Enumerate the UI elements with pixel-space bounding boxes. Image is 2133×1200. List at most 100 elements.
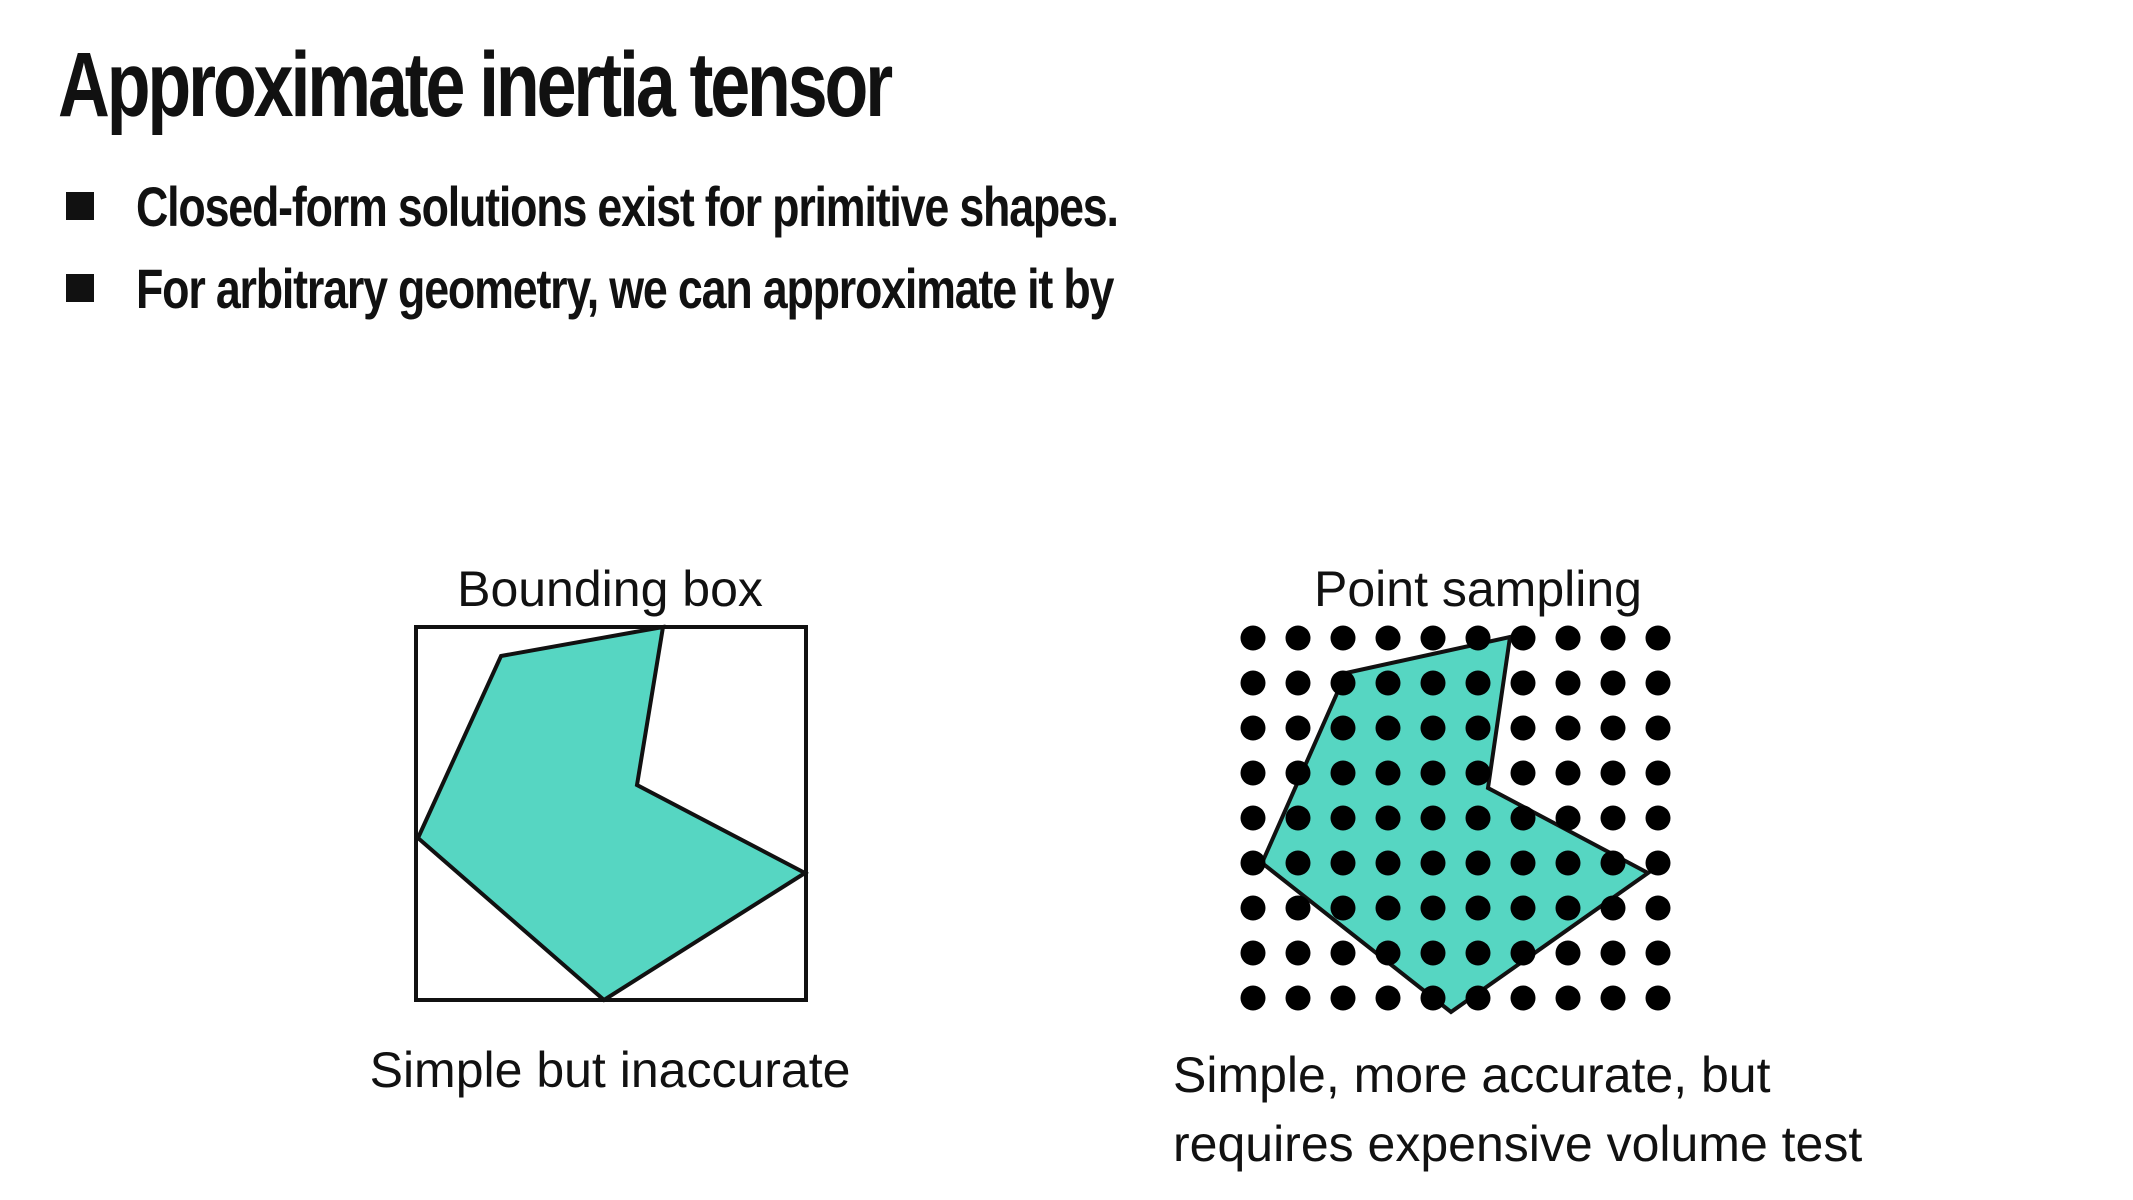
sample-point xyxy=(1645,985,1671,1011)
sample-point xyxy=(1330,625,1356,651)
sample-point xyxy=(1375,805,1401,831)
sample-point xyxy=(1375,625,1401,651)
sample-point xyxy=(1510,895,1536,921)
sample-point xyxy=(1555,850,1581,876)
sample-point xyxy=(1600,805,1626,831)
sample-point xyxy=(1375,850,1401,876)
sample-point xyxy=(1600,985,1626,1011)
bullet-item: Closed-form solutions exist for primitiv… xyxy=(66,165,1363,247)
sample-point xyxy=(1330,850,1356,876)
point-sampling-caption-line2: requires expensive volume test xyxy=(1173,1116,1862,1172)
sample-point xyxy=(1240,985,1266,1011)
sample-point xyxy=(1510,985,1536,1011)
sample-point xyxy=(1285,625,1311,651)
sample-point xyxy=(1420,895,1446,921)
sample-point xyxy=(1240,760,1266,786)
sample-point xyxy=(1555,805,1581,831)
sample-point xyxy=(1600,895,1626,921)
sample-point xyxy=(1645,895,1671,921)
sample-point xyxy=(1600,715,1626,741)
point-sampling-panel: Point sampling Simple, more accurate, bu… xyxy=(1173,561,1862,1172)
sample-point xyxy=(1420,850,1446,876)
sample-point xyxy=(1645,625,1671,651)
sample-point-grid xyxy=(1240,625,1671,1011)
sample-point xyxy=(1330,895,1356,921)
sample-point xyxy=(1375,715,1401,741)
sample-point xyxy=(1240,715,1266,741)
sample-point xyxy=(1285,985,1311,1011)
bullet-text: Closed-form solutions exist for primitiv… xyxy=(136,174,1119,238)
bullet-list: Closed-form solutions exist for primitiv… xyxy=(66,165,1363,329)
sample-point xyxy=(1465,670,1491,696)
sample-point xyxy=(1600,670,1626,696)
sample-point xyxy=(1465,850,1491,876)
sample-point xyxy=(1285,850,1311,876)
bounding-box-label: Bounding box xyxy=(457,561,763,617)
sample-point xyxy=(1285,940,1311,966)
sample-point xyxy=(1465,940,1491,966)
sample-point xyxy=(1285,670,1311,696)
sample-point xyxy=(1420,625,1446,651)
sample-point xyxy=(1600,940,1626,966)
sample-point xyxy=(1420,985,1446,1011)
sample-point xyxy=(1600,760,1626,786)
sample-point xyxy=(1330,715,1356,741)
sample-point xyxy=(1555,760,1581,786)
geometry-shape xyxy=(415,624,810,1003)
sample-point xyxy=(1330,670,1356,696)
sample-point xyxy=(1330,805,1356,831)
sample-point xyxy=(1240,850,1266,876)
sample-point xyxy=(1330,940,1356,966)
bullet-item: For arbitrary geometry, we can approxima… xyxy=(66,247,1363,329)
sample-point xyxy=(1645,670,1671,696)
sample-point xyxy=(1375,985,1401,1011)
slide-title: Approximate inertia tensor xyxy=(58,34,893,136)
sample-point xyxy=(1375,670,1401,696)
sample-point xyxy=(1465,625,1491,651)
sample-point xyxy=(1510,805,1536,831)
sample-point xyxy=(1510,670,1536,696)
sample-point xyxy=(1420,670,1446,696)
sample-point xyxy=(1240,625,1266,651)
sample-point xyxy=(1510,760,1536,786)
sample-point xyxy=(1420,940,1446,966)
sample-point xyxy=(1420,805,1446,831)
sample-point xyxy=(1510,940,1536,966)
sample-point xyxy=(1240,940,1266,966)
sample-point xyxy=(1555,625,1581,651)
sample-point xyxy=(1645,760,1671,786)
sample-point xyxy=(1555,940,1581,966)
sample-point xyxy=(1375,940,1401,966)
sample-point xyxy=(1555,895,1581,921)
sample-point xyxy=(1555,670,1581,696)
square-bullet-icon xyxy=(66,274,94,302)
square-bullet-icon xyxy=(66,192,94,220)
bounding-box-caption: Simple but inaccurate xyxy=(370,1042,851,1098)
sample-point xyxy=(1420,715,1446,741)
sample-point xyxy=(1555,985,1581,1011)
sample-point xyxy=(1285,805,1311,831)
sample-point xyxy=(1285,760,1311,786)
sample-point xyxy=(1465,895,1491,921)
sample-point xyxy=(1240,895,1266,921)
sample-point xyxy=(1240,805,1266,831)
bullet-text: For arbitrary geometry, we can approxima… xyxy=(136,256,1114,320)
bounding-box-panel: Bounding box Simple but inaccurate xyxy=(370,561,851,1098)
sample-point xyxy=(1510,715,1536,741)
sample-point xyxy=(1240,670,1266,696)
sample-point xyxy=(1285,715,1311,741)
sample-point xyxy=(1600,625,1626,651)
sample-point xyxy=(1510,625,1536,651)
point-sampling-label: Point sampling xyxy=(1314,561,1642,617)
sample-point xyxy=(1645,850,1671,876)
sample-point xyxy=(1465,715,1491,741)
sample-point xyxy=(1645,940,1671,966)
sample-point xyxy=(1285,895,1311,921)
sample-point xyxy=(1555,715,1581,741)
sample-point xyxy=(1465,985,1491,1011)
sample-point xyxy=(1645,715,1671,741)
sample-point xyxy=(1465,805,1491,831)
sample-point xyxy=(1600,850,1626,876)
sample-point xyxy=(1375,895,1401,921)
